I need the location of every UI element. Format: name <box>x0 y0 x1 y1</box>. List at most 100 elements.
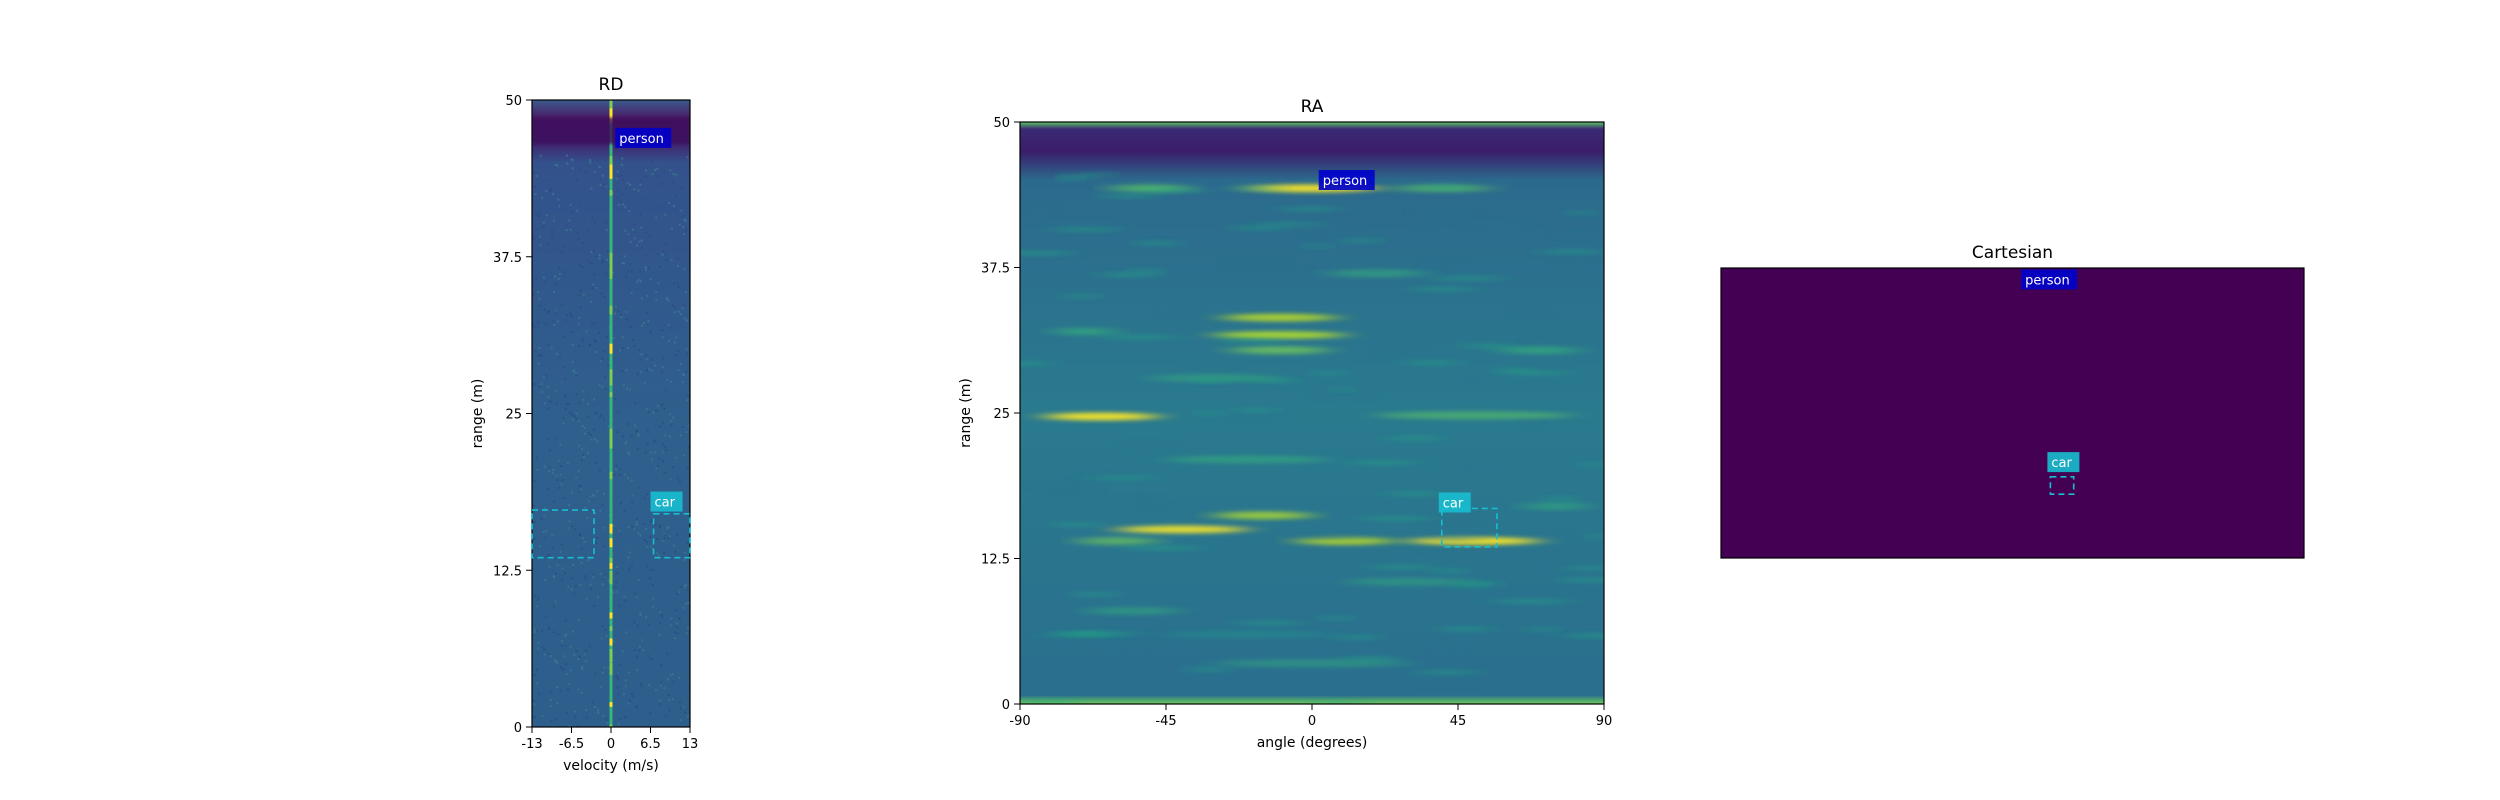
noise-speck <box>647 267 650 270</box>
noise-speck <box>533 521 536 524</box>
noise-speck <box>616 686 619 689</box>
noise-speck <box>580 548 583 551</box>
noise-speck <box>570 588 573 591</box>
doppler-peak <box>609 272 613 279</box>
energy-streak <box>1421 593 1477 599</box>
noise-speck <box>598 165 601 168</box>
noise-speck <box>595 351 598 354</box>
noise-speck <box>660 182 663 185</box>
label-background <box>650 491 683 512</box>
noise-speck <box>537 647 540 650</box>
noise-speck <box>687 394 690 397</box>
noise-speck <box>664 434 667 437</box>
energy-streak <box>1054 522 1099 528</box>
noise-speck <box>603 578 606 581</box>
noise-speck <box>646 408 649 411</box>
noise-speck <box>563 335 566 338</box>
noise-speck <box>646 358 649 361</box>
noise-speck <box>633 649 636 652</box>
noise-speck <box>568 683 571 686</box>
noise-speck <box>667 678 670 681</box>
y-axis-label: range (m) <box>470 379 486 449</box>
noise-speck <box>533 537 536 540</box>
energy-streak <box>1321 615 1352 621</box>
noise-speck <box>684 230 687 233</box>
noise-speck <box>661 615 664 618</box>
noise-speck <box>578 317 581 320</box>
noise-speck <box>548 449 551 452</box>
noise-speck <box>570 577 573 580</box>
energy-streak <box>1567 210 1595 216</box>
noise-speck <box>536 469 539 472</box>
noise-speck <box>561 645 564 648</box>
noise-speck <box>616 170 619 173</box>
label-background <box>615 127 672 148</box>
noise-speck <box>583 455 586 458</box>
noise-speck <box>537 641 540 644</box>
noise-speck <box>532 171 535 174</box>
noise-speck <box>656 175 659 178</box>
noise-speck <box>670 424 673 427</box>
noise-speck <box>580 666 583 669</box>
noise-speck <box>664 243 667 246</box>
noise-speck <box>566 673 569 676</box>
noise-speck <box>686 399 689 402</box>
noise-speck <box>600 637 603 640</box>
noise-speck <box>584 171 587 174</box>
energy-streak <box>1386 435 1442 441</box>
noise-speck <box>599 509 602 512</box>
noise-speck <box>579 488 582 491</box>
noise-speck <box>623 473 626 476</box>
noise-speck <box>628 568 631 571</box>
noise-speck <box>612 524 615 527</box>
noise-speck <box>601 174 604 177</box>
noise-speck <box>663 407 666 410</box>
energy-streak <box>1072 472 1134 478</box>
noise-speck <box>565 633 568 636</box>
noise-speck <box>573 716 576 719</box>
noise-speck <box>677 350 680 353</box>
noise-speck <box>590 438 593 441</box>
noise-speck <box>606 722 609 725</box>
noise-speck <box>555 352 558 355</box>
noise-speck <box>587 431 590 434</box>
noise-speck <box>669 419 672 422</box>
noise-speck <box>540 382 543 385</box>
noise-speck <box>555 312 558 315</box>
noise-speck <box>542 376 545 379</box>
noise-speck <box>661 329 664 332</box>
noise-speck <box>537 353 540 356</box>
noise-speck <box>630 692 633 695</box>
noise-speck <box>685 602 688 605</box>
noise-speck <box>562 668 565 671</box>
noise-speck <box>670 227 673 230</box>
noise-speck <box>614 305 617 308</box>
noise-speck <box>575 179 578 182</box>
noise-speck <box>598 384 601 387</box>
noise-speck <box>547 437 550 440</box>
noise-speck <box>686 542 689 545</box>
noise-speck <box>631 525 634 528</box>
noise-speck <box>673 631 676 634</box>
noise-speck <box>645 541 648 544</box>
noise-speck <box>644 451 647 454</box>
noise-speck <box>565 712 568 715</box>
noise-speck <box>564 634 567 637</box>
noise-speck <box>651 172 654 175</box>
noise-speck <box>550 236 553 239</box>
noise-speck <box>565 229 568 232</box>
noise-speck <box>557 198 560 201</box>
noise-speck <box>647 683 650 686</box>
noise-speck <box>652 155 655 158</box>
energy-streak <box>1214 659 1410 668</box>
noise-speck <box>637 349 640 352</box>
noise-speck <box>646 294 649 297</box>
noise-speck <box>645 354 648 357</box>
noise-speck <box>644 175 647 178</box>
noise-speck <box>534 326 537 329</box>
noise-speck <box>662 249 665 252</box>
noise-speck <box>593 398 596 401</box>
noise-speck <box>577 204 580 207</box>
noise-speck <box>582 537 585 540</box>
y-tick-label: 50 <box>993 116 1010 131</box>
